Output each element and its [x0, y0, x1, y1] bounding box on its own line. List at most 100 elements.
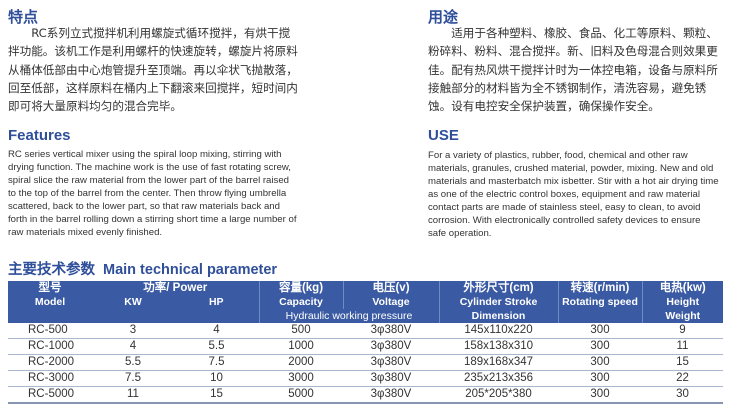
cell-model: RC-500	[8, 323, 92, 339]
table-row: RC-2000 5.5 7.5 2000 3φ380V 189x168x347 300 15	[8, 354, 723, 371]
header-dimension-en: Cylinder Stroke	[438, 295, 558, 309]
text-line: to the top of the barrel from the center…	[8, 188, 287, 199]
cell-voltage: 3φ380V	[343, 386, 439, 404]
text-line: 拌功能。该机工作是利用螺杆的快速旋转，螺旋片将原料	[8, 44, 298, 59]
cell-dimension: 235x213x356	[439, 370, 558, 387]
header-dimension-cn: 外形尺寸(cm)	[438, 281, 558, 295]
header-hp: HP	[208, 296, 224, 308]
cell-voltage: 3φ380V	[343, 354, 439, 371]
cell-capacity: 1000	[259, 338, 343, 355]
text-line: 适用于各种塑料、橡胶、食品、化工等原料、颗粒、	[428, 26, 718, 40]
params-title: 主要技术参数 Main technical parameter	[8, 258, 285, 279]
text-line: RC series vertical mixer using the spira…	[8, 149, 282, 160]
header-model-cn: 型号	[38, 282, 62, 294]
params-title-cn: 主要技术参数	[8, 262, 95, 278]
cell-capacity: 2000	[259, 354, 343, 371]
cell-model: RC-1000	[8, 338, 92, 355]
header-row-en: Model KW HP Capacity Voltage Cylinder St…	[8, 295, 723, 309]
header-dimension-overlay: Dimension	[438, 309, 558, 323]
header-power: 功率/ Power	[143, 282, 208, 294]
header-model-en: Model	[34, 296, 66, 308]
header-voltage-cn: 电压(v)	[342, 281, 439, 295]
text-line: materials, granules, crushed material, p…	[428, 163, 714, 174]
text-line: corrosion. With electronically controlle…	[428, 215, 701, 226]
cell-capacity: 5000	[259, 386, 343, 404]
header-heat-overlay: Weight	[641, 309, 723, 323]
text-line: raw materials mixed evenly finished.	[8, 227, 163, 238]
features-cn-heading: 特点	[8, 8, 39, 26]
cell-speed: 300	[558, 354, 642, 371]
header-speed-cn: 转速(r/min)	[557, 281, 642, 295]
text-line: spiral slice the raw material from the l…	[8, 175, 289, 186]
cell-heat: 11	[642, 338, 723, 355]
cell-voltage: 3φ380V	[343, 323, 439, 339]
cell-kw: 3	[92, 323, 174, 339]
cell-hp: 4	[174, 323, 259, 339]
cell-kw: 7.5	[92, 370, 174, 387]
use-en-text: For a variety of plastics, rubber, food,…	[428, 149, 719, 240]
use-cn-text: 适用于各种塑料、橡胶、食品、化工等原料、颗粒、 粉碎料、粉料、混合搅拌。新、旧料…	[428, 24, 718, 115]
text-line: as one of the electric control boxes, eq…	[428, 189, 700, 200]
cell-dimension: 145x110x220	[439, 323, 558, 339]
cell-heat: 22	[642, 370, 723, 387]
header-capacity-cn: 容量(kg)	[258, 281, 343, 295]
cell-dimension: 158x138x310	[439, 338, 558, 355]
text-line: contact parts are made of stainless stee…	[428, 202, 701, 213]
header-row-cn: 型号 功率/ Power 容量(kg) 电压(v) 外形尺寸(cm) 转速(r/…	[8, 281, 723, 295]
text-line: forth in the barrel rolling down a stirr…	[8, 214, 297, 225]
table-row: RC-3000 7.5 10 3000 3φ380V 235x213x356 300 22	[8, 370, 723, 387]
cell-kw: 4	[92, 338, 174, 355]
header-capacity-overlay: Hydraulic working pressure	[258, 309, 439, 323]
text-line: 回至低部，这样原料在桶内上下翻滚来回搅拌，短时间内	[8, 80, 298, 95]
cell-speed: 300	[558, 386, 642, 404]
cell-capacity: 500	[259, 323, 343, 339]
cell-speed: 300	[558, 338, 642, 355]
features-en-heading: Features	[8, 127, 71, 144]
header-capacity-en: Capacity	[258, 295, 343, 309]
text-line: 接触部分的材料皆为全不锈钢制作，清洗容易，避免锈	[428, 80, 707, 95]
features-en-text: RC series vertical mixer using the spira…	[8, 148, 296, 239]
cell-hp: 5.5	[174, 338, 259, 355]
text-line: materials and masterbatch mix isbetter. …	[428, 176, 719, 187]
cell-hp: 15	[174, 386, 259, 404]
text-line: For a variety of plastics, rubber, food,…	[428, 150, 688, 161]
header-heat-cn: 电热(kw)	[641, 281, 723, 295]
use-en-heading: USE	[428, 127, 459, 144]
cell-dimension: 205*205*380	[439, 386, 558, 404]
cell-speed: 300	[558, 323, 642, 339]
header-voltage-en: Voltage	[342, 295, 439, 309]
table-row: RC-5000 11 15 5000 3φ380V 205*205*380 300 30	[8, 386, 723, 404]
header-row-alt: Hydraulic working pressure Dimension Wei…	[8, 309, 723, 323]
cell-hp: 10	[174, 370, 259, 387]
params-title-en: Main technical parameter	[103, 262, 278, 278]
cell-heat: 9	[642, 323, 723, 339]
cell-voltage: 3φ380V	[343, 370, 439, 387]
use-cn-heading: 用途	[428, 8, 459, 26]
text-line: scattered, back to the lower part, so th…	[8, 201, 280, 212]
text-line: 从桶体低部由中心炮管提升至顶端。再以伞状飞抛散落，	[8, 62, 298, 77]
cell-model: RC-3000	[8, 370, 92, 387]
text-line: 粉碎料、粉料、混合搅拌。新、旧料及色母混合则效果更	[428, 44, 718, 59]
header-blank	[557, 309, 642, 323]
header-heat-en: Height	[641, 295, 723, 309]
cell-voltage: 3φ380V	[343, 338, 439, 355]
text-line: 蚀。设有电控安全保护装置，确保操作安全。	[428, 99, 660, 114]
features-cn-text: RC系列立式搅拌机利用螺旋式循环搅拌，有烘干搅 拌功能。该机工作是利用螺杆的快速…	[8, 24, 298, 115]
table-row: RC-1000 4 5.5 1000 3φ380V 158x138x310 300 11	[8, 338, 723, 355]
cell-kw: 5.5	[92, 354, 174, 371]
text-line: 佳。配有热风烘干搅拌计时为一体控电箱，设备与原料所	[428, 62, 718, 77]
header-blank	[8, 309, 259, 323]
cell-heat: 30	[642, 386, 723, 404]
params-table: 型号 功率/ Power 容量(kg) 电压(v) 外形尺寸(cm) 转速(r/…	[8, 281, 723, 404]
cell-speed: 300	[558, 370, 642, 387]
table-row: RC-500 3 4 500 3φ380V 145x110x220 300 9	[8, 323, 723, 339]
cell-capacity: 3000	[259, 370, 343, 387]
text-line: 即可将大量原料均匀的混合完毕。	[8, 99, 182, 114]
cell-model: RC-2000	[8, 354, 92, 371]
text-line: drying function. The machine work is the…	[8, 162, 291, 173]
cell-dimension: 189x168x347	[439, 354, 558, 371]
cell-heat: 15	[642, 354, 723, 371]
text-line: RC系列立式搅拌机利用螺旋式循环搅拌，有烘干搅	[8, 26, 291, 40]
cell-hp: 7.5	[174, 354, 259, 371]
cell-kw: 11	[92, 386, 174, 404]
